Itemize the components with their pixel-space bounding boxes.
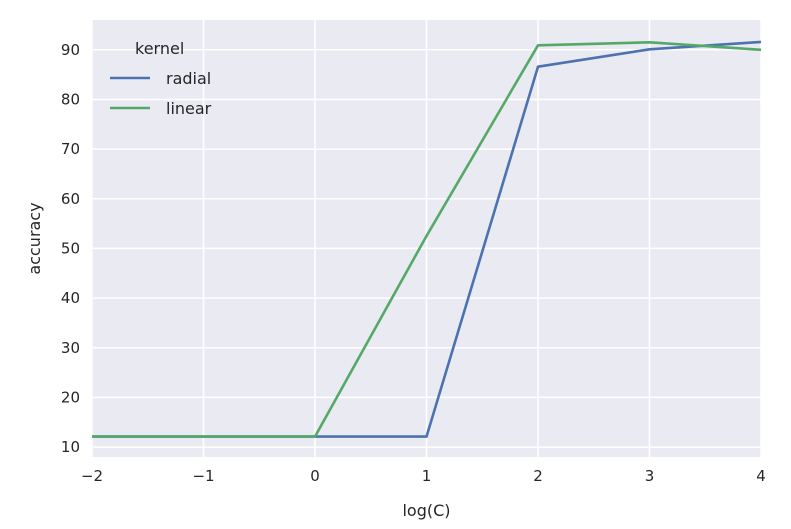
y-tick-label: 90 [61, 41, 80, 59]
x-tick-label: 0 [310, 467, 320, 485]
x-tick-label: 4 [756, 467, 766, 485]
legend-title: kernel [135, 39, 184, 58]
y-tick-label: 10 [61, 438, 80, 456]
x-tick-label: 3 [645, 467, 655, 485]
legend: kernel radial linear [110, 39, 212, 118]
y-tick-label: 50 [61, 239, 80, 257]
y-tick-label: 60 [61, 190, 80, 208]
x-tick-label: 1 [422, 467, 432, 485]
y-tick-label: 20 [61, 388, 80, 406]
legend-label-linear: linear [166, 99, 212, 118]
series-lines [92, 40, 762, 438]
y-axis-label: accuracy [25, 202, 44, 274]
y-tick-label: 70 [61, 140, 80, 158]
x-tick-label: −2 [81, 467, 103, 485]
x-axis-label: log(C) [402, 501, 450, 520]
x-tick-labels: −2 −1 0 1 2 3 4 [81, 467, 766, 485]
x-tick-label: −1 [192, 467, 214, 485]
legend-label-radial: radial [166, 69, 211, 88]
series-line-linear [92, 40, 762, 438]
y-tick-labels: 10 20 30 40 50 60 70 80 90 [61, 41, 80, 456]
x-tick-label: 2 [533, 467, 543, 485]
y-tick-label: 80 [61, 90, 80, 108]
grid-lines [91, 20, 762, 457]
y-tick-label: 40 [61, 289, 80, 307]
y-tick-label: 30 [61, 339, 80, 357]
